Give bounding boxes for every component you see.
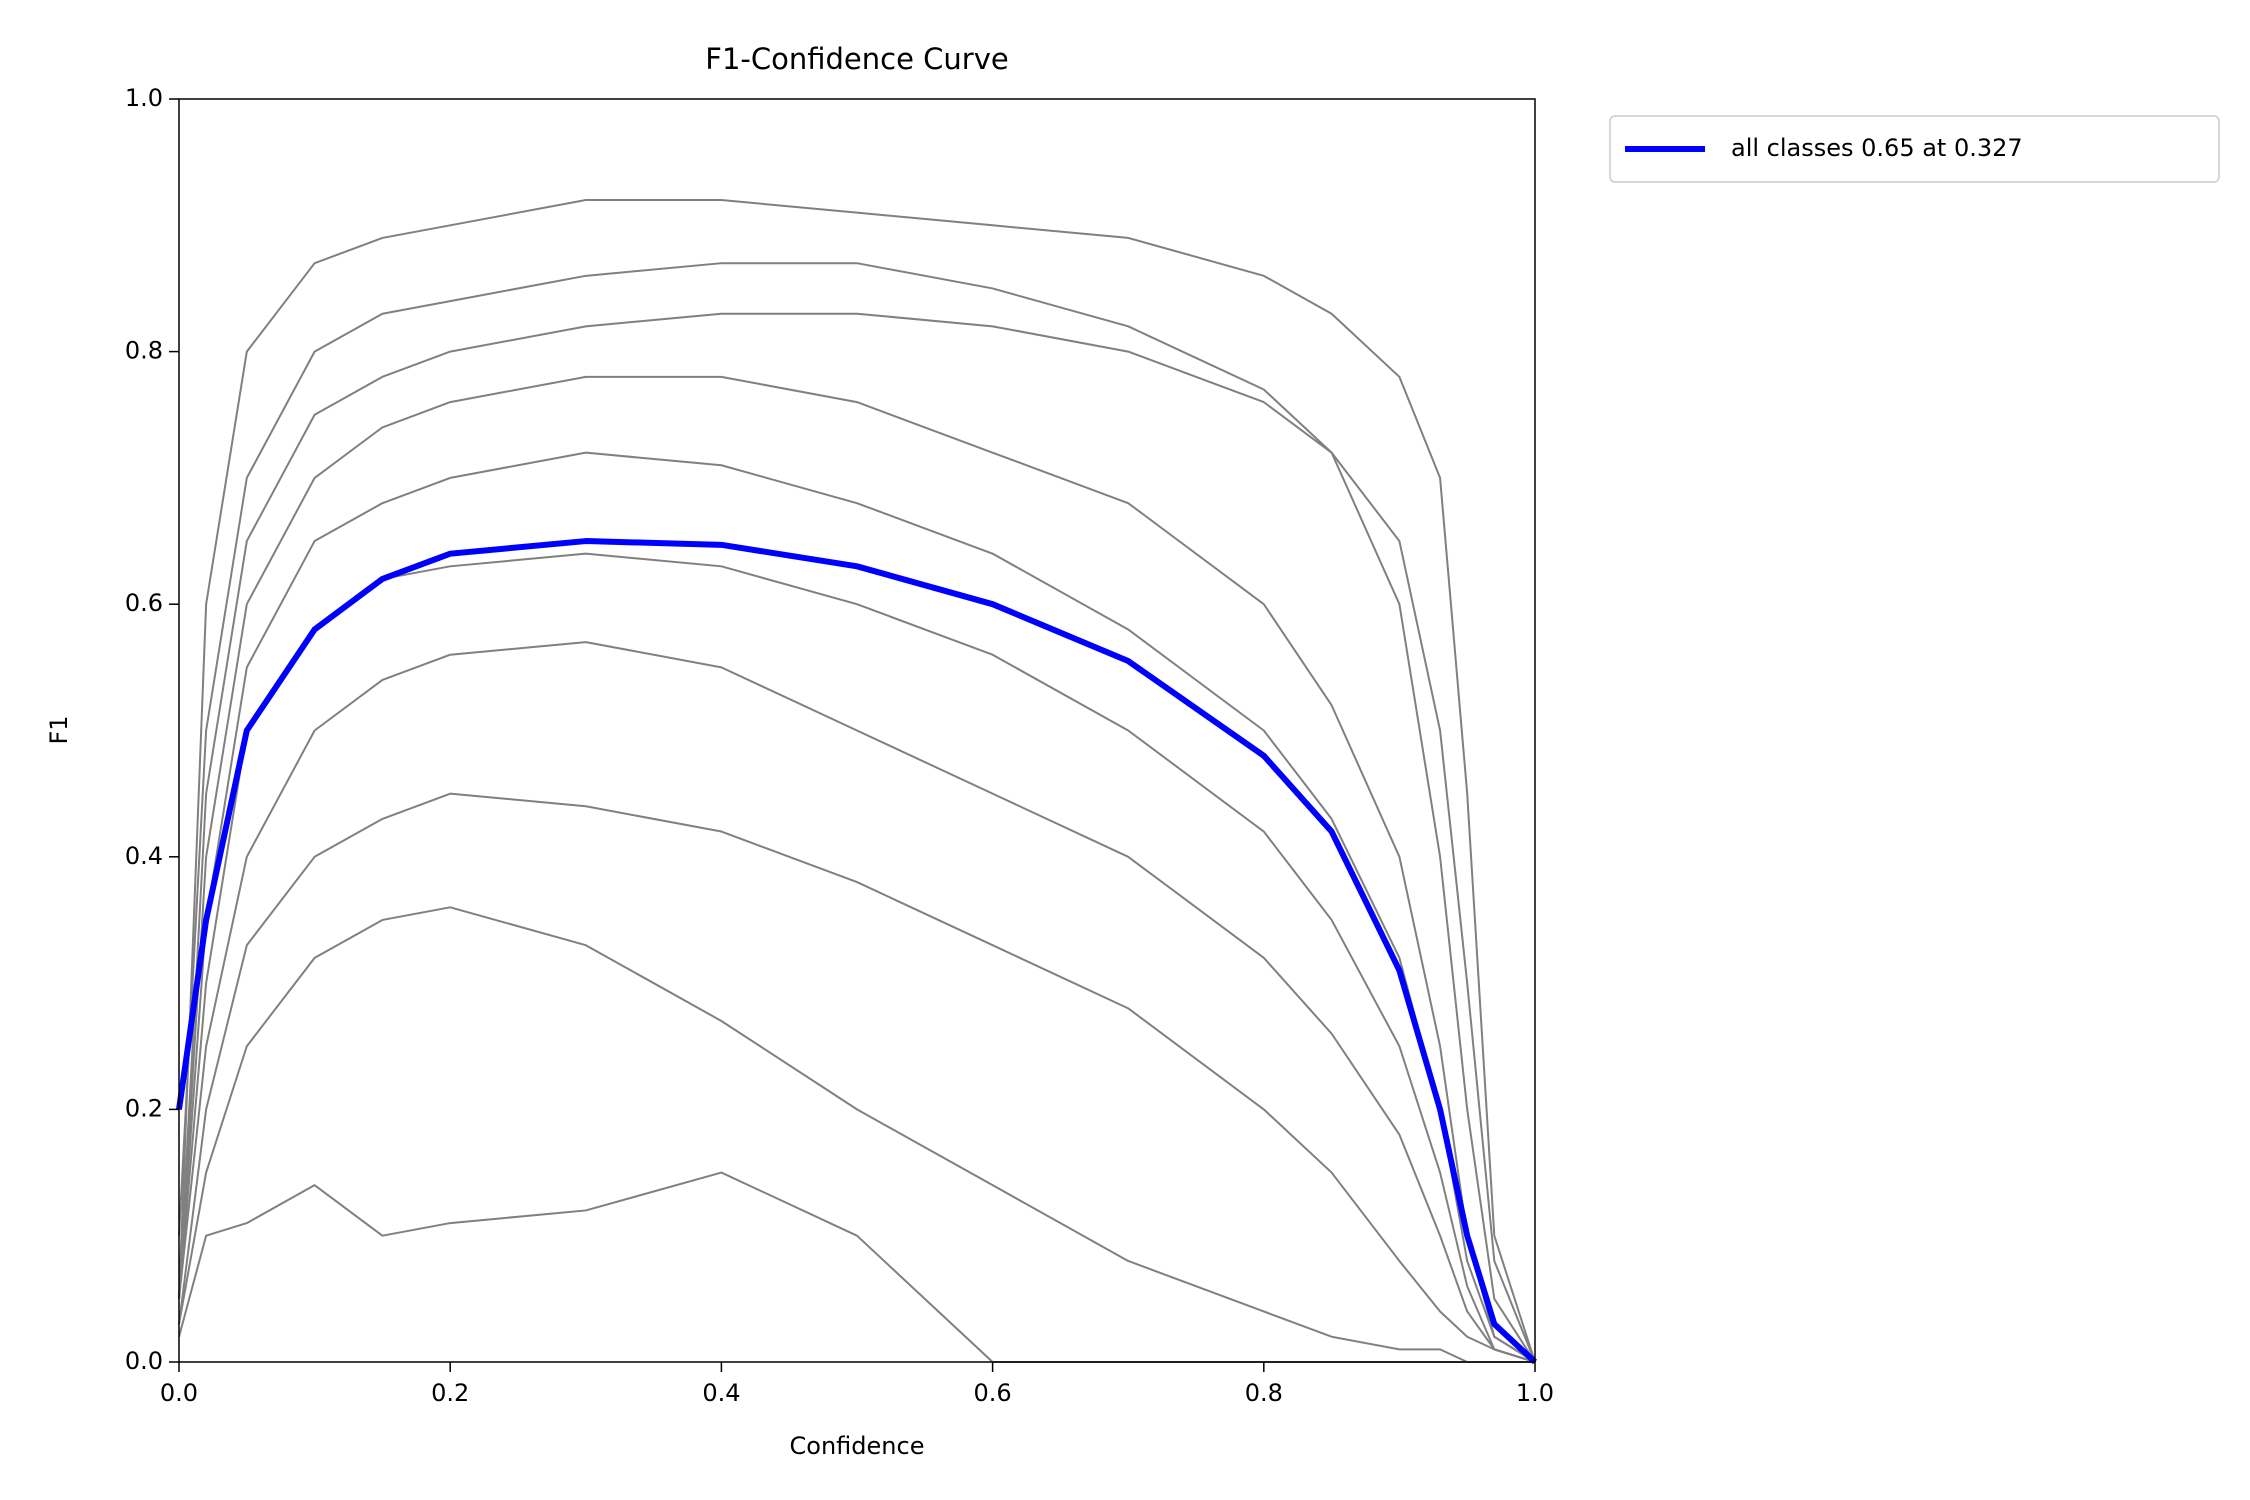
- data-line: [176, 538, 1538, 1365]
- y-tick-label: 1.0: [125, 84, 163, 112]
- data-line: [178, 375, 1536, 1363]
- y-tick-label: 0.4: [125, 842, 163, 870]
- data-line: [178, 792, 1536, 1363]
- chart-title: F1-Confidence Curve: [705, 42, 1008, 76]
- y-tick-label: 0.8: [125, 337, 163, 365]
- x-tick-label: 0.8: [1245, 1379, 1283, 1407]
- data-line: [178, 312, 1536, 1363]
- data-line: [178, 199, 1536, 1363]
- x-tick-label: 1.0: [1516, 1379, 1554, 1407]
- data-line: [178, 906, 1535, 1363]
- data-line: [178, 641, 1536, 1363]
- y-axis-label: F1: [45, 715, 73, 744]
- x-tick-label: 0.6: [974, 1379, 1012, 1407]
- legend-label: all classes 0.65 at 0.327: [1731, 134, 2023, 162]
- x-tick-label: 0.0: [160, 1379, 198, 1407]
- x-axis-label: Confidence: [790, 1432, 925, 1460]
- data-line: [178, 1171, 1535, 1363]
- y-tick-label: 0.6: [125, 589, 163, 617]
- x-tick-label: 0.2: [431, 1379, 469, 1407]
- x-tick-label: 0.4: [702, 1379, 740, 1407]
- y-tick-label: 0.0: [125, 1347, 163, 1375]
- y-tick-label: 0.2: [125, 1094, 163, 1122]
- plot-frame: [178, 98, 1536, 1363]
- data-line: [178, 552, 1536, 1363]
- legend-box: [1609, 115, 2220, 183]
- data-line: [178, 451, 1536, 1363]
- data-line: [178, 262, 1536, 1363]
